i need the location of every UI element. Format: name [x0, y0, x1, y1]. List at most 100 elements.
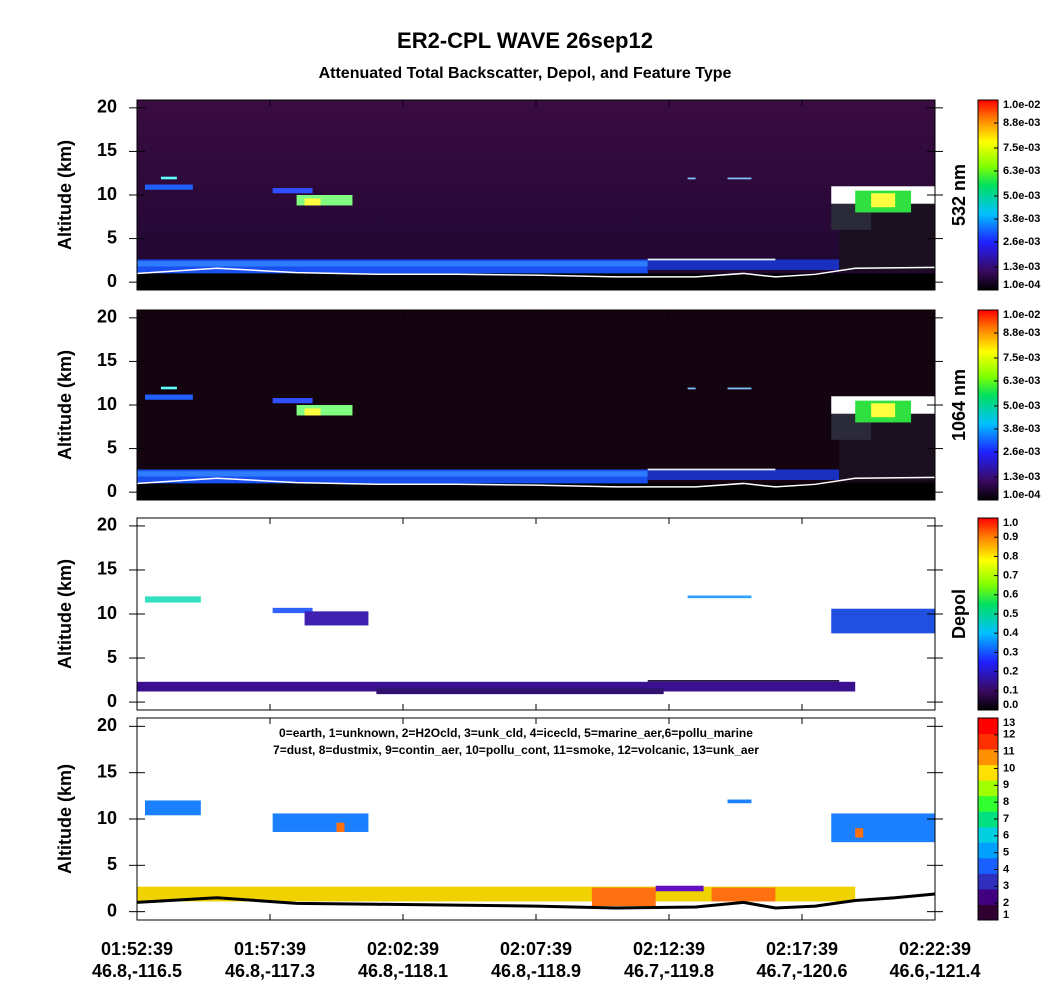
colorbar-tick-label: 6 — [1003, 830, 1009, 842]
colorbar-tick-label: 2 — [1003, 897, 1009, 909]
x-tick-label: 46.7,-119.8 — [624, 961, 714, 981]
cloud — [272, 398, 313, 404]
ground — [137, 483, 935, 500]
colorbar-tick-label: 1.0e-02 — [1003, 99, 1040, 111]
x-tick-label: 46.6,-121.4 — [889, 961, 980, 981]
colorbar-tick-label: 1.0e-04 — [1003, 279, 1041, 291]
y-tick-label: 10 — [97, 808, 117, 828]
boundary-layer — [137, 471, 648, 477]
y-tick-label: 0 — [107, 691, 117, 711]
x-tick-label: 46.8,-118.1 — [358, 961, 448, 981]
colorbar-tick-label: 7.5e-03 — [1003, 142, 1040, 154]
cloud — [687, 387, 696, 390]
colorbar-tick-label: 1.3e-03 — [1003, 471, 1040, 483]
ground-line — [136, 892, 936, 910]
cloud — [855, 828, 864, 838]
feature-layer — [591, 887, 656, 907]
x-tick-label: 02:22:39 — [899, 939, 971, 959]
colorbar-tick-label: 12 — [1003, 729, 1015, 741]
cloud — [871, 403, 896, 418]
colorbar-swatch — [978, 764, 998, 781]
cloud — [304, 611, 369, 626]
y-tick-label: 10 — [97, 603, 117, 623]
cloud — [871, 193, 896, 208]
y-tick-label: 20 — [97, 97, 117, 117]
colorbar-swatch — [978, 733, 998, 750]
cloud — [304, 408, 321, 416]
boundary-layer — [137, 261, 648, 267]
panel — [136, 309, 936, 501]
colorbar-tick-label: 10 — [1003, 762, 1015, 774]
x-tick-label: 01:57:39 — [234, 939, 306, 959]
cloud — [160, 386, 177, 390]
colorbar-tick-label: 0.0 — [1003, 699, 1018, 711]
y-axis-label: Altitude (km) — [55, 140, 75, 250]
y-tick-label: 20 — [97, 715, 117, 735]
colorbar-tick-label: 0.5 — [1003, 608, 1018, 620]
x-tick-label: 02:07:39 — [500, 939, 572, 959]
panel — [136, 99, 936, 291]
y-tick-label: 0 — [107, 900, 117, 920]
colorbar-swatch — [978, 873, 998, 890]
cloud — [144, 184, 193, 190]
cloud — [304, 198, 321, 206]
x-tick-label: 01:52:39 — [101, 939, 173, 959]
y-axis-label: Altitude (km) — [55, 764, 75, 874]
subtitle: Attenuated Total Backscatter, Depol, and… — [319, 65, 732, 82]
x-tick-label: 02:17:39 — [766, 939, 838, 959]
colorbar-tick-label: 8.8e-03 — [1003, 117, 1040, 129]
colorbar-tick-label: 0.3 — [1003, 646, 1018, 658]
colorbar-tick-label: 5.0e-03 — [1003, 190, 1040, 202]
colorbar-tick-label: 0.7 — [1003, 570, 1018, 582]
colorbar-tick-label: 1 — [1003, 909, 1009, 921]
cloud — [831, 608, 935, 634]
cloud — [727, 387, 752, 390]
plot-background — [137, 310, 935, 500]
colorbar-tick-label: 2.6e-03 — [1003, 236, 1040, 248]
cloud — [727, 799, 752, 804]
colorbar-tick-label: 0.8 — [1003, 550, 1018, 562]
plot-background — [137, 100, 935, 290]
x-tick-label: 46.8,-117.3 — [225, 961, 315, 981]
cloud — [727, 177, 752, 180]
colorbar-tick-label: 8 — [1003, 796, 1009, 808]
cloud — [831, 813, 935, 843]
colorbar-tick-label: 2.6e-03 — [1003, 446, 1040, 458]
cloud — [272, 607, 313, 614]
depol-layer — [137, 681, 856, 692]
colorbar-tick-label: 1.3e-03 — [1003, 261, 1040, 273]
colorbar — [978, 310, 998, 500]
colorbar-swatch — [978, 888, 998, 905]
panel — [136, 517, 936, 711]
aerosol-top — [647, 258, 776, 261]
cloud — [144, 800, 201, 816]
cloud — [272, 188, 313, 194]
ground-line — [136, 266, 936, 278]
legend-text: 0=earth, 1=unknown, 2=H2Ocld, 3=unk_cld,… — [279, 726, 753, 740]
colorbar-tick-label: 1.0 — [1003, 517, 1018, 529]
depol-layer — [376, 687, 664, 695]
ground — [137, 273, 935, 290]
x-tick-label: 46.8,-118.9 — [491, 961, 581, 981]
colorbar-swatch — [978, 904, 998, 921]
colorbar-swatch — [978, 795, 998, 812]
x-tick-label: 02:02:39 — [367, 939, 439, 959]
boundary-layer — [647, 259, 840, 270]
colorbar-tick-label: 6.3e-03 — [1003, 375, 1040, 387]
feature-layer — [711, 887, 776, 902]
y-tick-label: 0 — [107, 271, 117, 291]
colorbar-swatch — [978, 842, 998, 859]
x-tick-label: 02:12:39 — [633, 939, 705, 959]
colorbar-swatch — [978, 857, 998, 874]
colorbar-tick-label: 4 — [1003, 863, 1010, 875]
y-tick-label: 5 — [107, 227, 117, 247]
legend-text: 7=dust, 8=dustmix, 9=contin_aer, 10=poll… — [273, 743, 759, 757]
colorbar-tick-label: 0.1 — [1003, 685, 1018, 697]
colorbar-tick-label: 8.8e-03 — [1003, 327, 1040, 339]
colorbar-tick-label: 6.3e-03 — [1003, 165, 1040, 177]
cloud — [296, 405, 353, 416]
cloud — [336, 822, 345, 832]
y-axis-label: Altitude (km) — [55, 559, 75, 669]
colorbar-frame — [977, 309, 999, 501]
